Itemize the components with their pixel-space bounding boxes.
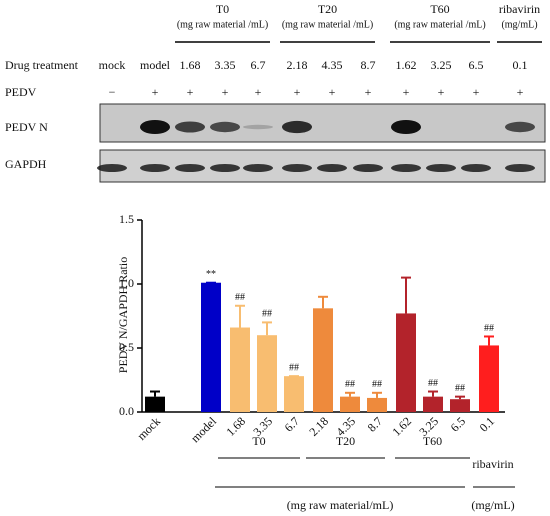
group-label: T0 (252, 434, 265, 448)
significance: ## (345, 379, 355, 390)
band (97, 164, 127, 172)
bar (145, 396, 165, 412)
treatment: 1.68 (180, 58, 201, 72)
band (243, 164, 273, 172)
row-label: Drug treatment (5, 58, 79, 72)
group-unit: (mg raw material /mL) (394, 19, 485, 30)
band (426, 164, 456, 172)
pedv-sign: + (187, 85, 194, 99)
treatment: 1.62 (396, 58, 417, 72)
significance: ## (372, 379, 382, 390)
band (353, 164, 383, 172)
band (243, 124, 273, 130)
treatment: 6.7 (251, 58, 266, 72)
significance: ## (428, 378, 438, 389)
pedv-sign: + (329, 85, 336, 99)
pedv-sign: + (294, 85, 301, 99)
band (210, 164, 240, 172)
band (505, 121, 535, 133)
group-label: ribavirin (499, 2, 540, 16)
bar (257, 335, 277, 412)
y-tick-label: 0.5 (119, 340, 134, 354)
bar (396, 313, 416, 412)
y-axis-label: PEDV N/GAPDH Ratio (116, 257, 130, 373)
pedv-sign: + (403, 85, 410, 99)
treatment: mock (99, 58, 126, 72)
pedv-sign: + (473, 85, 480, 99)
treatment: model (140, 58, 171, 72)
band (282, 164, 312, 172)
group-label: T60 (423, 434, 442, 448)
group-label: T20 (318, 2, 337, 16)
band (505, 164, 535, 172)
significance: ## (235, 292, 245, 303)
pedv-sign: − (109, 85, 116, 99)
band (175, 121, 205, 133)
x-tick-label: 1.62 (389, 414, 414, 439)
pedv-sign: + (222, 85, 229, 99)
pedv-sign: + (438, 85, 445, 99)
band (282, 120, 312, 134)
x-tick-label: 6.7 (282, 414, 303, 435)
pedv-sign: + (365, 85, 372, 99)
significance: ## (289, 362, 299, 373)
band (461, 164, 491, 172)
bar (313, 308, 333, 412)
bar (230, 327, 250, 412)
x-tick-label: 0.1 (477, 414, 498, 435)
treatment: 0.1 (513, 58, 528, 72)
band (391, 120, 421, 134)
row-label: PEDV (5, 85, 37, 99)
band (140, 120, 170, 134)
group-label: T0 (216, 2, 229, 16)
row-label: GAPDH (5, 157, 47, 171)
band (391, 164, 421, 172)
bar (450, 399, 470, 412)
group-label: T60 (430, 2, 449, 16)
group-unit: (mg raw material /mL) (177, 19, 268, 30)
significance: ## (262, 309, 272, 320)
group-label: T20 (336, 434, 355, 448)
treatment: 4.35 (322, 58, 343, 72)
bar (423, 396, 443, 412)
bar (479, 345, 499, 412)
y-tick-label: 1.5 (119, 212, 134, 226)
row-label: PEDV N (5, 120, 48, 134)
significance: ## (455, 383, 465, 394)
significance: ** (206, 269, 216, 280)
x-tick-label: 1.68 (223, 414, 248, 439)
treatment: 6.5 (469, 58, 484, 72)
treatment: 2.18 (287, 58, 308, 72)
blot-panel (99, 103, 546, 143)
pedv-sign: + (517, 85, 524, 99)
pedv-sign: + (255, 85, 262, 99)
unit-label: (mg/mL) (471, 498, 514, 512)
bar (340, 396, 360, 412)
group-unit: (mg/mL) (501, 19, 537, 30)
x-tick-label: 8.7 (365, 414, 386, 435)
treatment: 3.35 (215, 58, 236, 72)
band (210, 121, 240, 133)
bar (201, 282, 221, 412)
x-tick-label: mock (134, 414, 163, 443)
x-tick-label: model (188, 414, 220, 446)
x-tick-label: 2.18 (306, 414, 331, 439)
pedv-sign: + (152, 85, 159, 99)
treatment: 3.25 (431, 58, 452, 72)
group-label: ribavirin (472, 457, 513, 471)
bar (284, 376, 304, 412)
y-tick-label: 1.0 (119, 276, 134, 290)
x-tick-label: 6.5 (448, 414, 469, 435)
band (175, 164, 205, 172)
significance: ## (484, 323, 494, 334)
bar (367, 397, 387, 412)
y-tick-label: 0.0 (119, 404, 134, 418)
group-unit: (mg raw material /mL) (282, 19, 373, 30)
unit-label: (mg raw material/mL) (287, 498, 394, 512)
treatment: 8.7 (361, 58, 376, 72)
band (140, 164, 170, 172)
band (317, 164, 347, 172)
